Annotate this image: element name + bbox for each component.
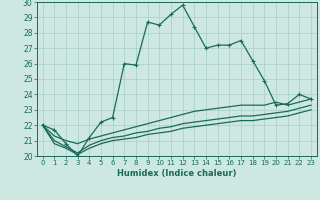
X-axis label: Humidex (Indice chaleur): Humidex (Indice chaleur)	[117, 169, 236, 178]
